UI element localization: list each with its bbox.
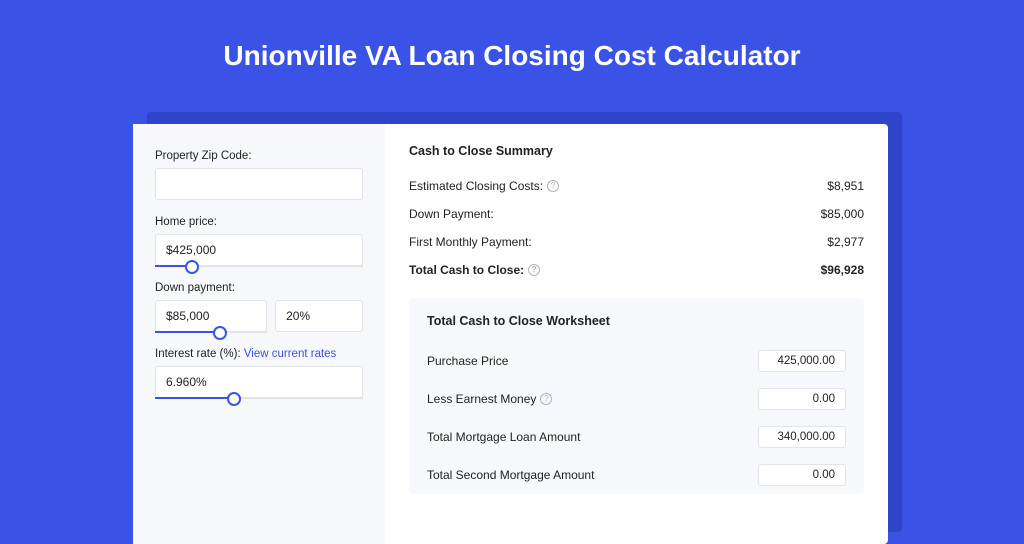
down-payment-slider[interactable]: $85,000 [155, 300, 267, 332]
summary-value: $2,977 [827, 235, 864, 249]
help-icon[interactable]: ? [540, 393, 552, 405]
worksheet-label: Purchase Price [427, 354, 508, 368]
worksheet-title: Total Cash to Close Worksheet [427, 314, 846, 328]
worksheet-value[interactable]: 425,000.00 [758, 350, 846, 372]
summary-row-down-payment: Down Payment: $85,000 [409, 200, 864, 228]
summary-value: $8,951 [827, 179, 864, 193]
slider-thumb[interactable] [213, 326, 227, 340]
worksheet-value[interactable]: 340,000.00 [758, 426, 846, 448]
help-icon[interactable]: ? [528, 264, 540, 276]
worksheet-row-mortgage: Total Mortgage Loan Amount 340,000.00 [427, 418, 846, 456]
zip-group: Property Zip Code: [155, 150, 363, 200]
worksheet-card: Total Cash to Close Worksheet Purchase P… [409, 298, 864, 494]
home-price-label: Home price: [155, 216, 363, 228]
worksheet-label: Total Second Mortgage Amount [427, 468, 594, 482]
worksheet-row-second-mortgage: Total Second Mortgage Amount 0.00 [427, 456, 846, 494]
summary-row-first-payment: First Monthly Payment: $2,977 [409, 228, 864, 256]
down-payment-group: Down payment: $85,000 20% [155, 282, 363, 332]
interest-rate-group: Interest rate (%): View current rates 6.… [155, 348, 363, 398]
zip-input[interactable] [155, 168, 363, 200]
slider-fill [155, 331, 220, 333]
home-price-group: Home price: $425,000 [155, 216, 363, 266]
down-payment-pct-input[interactable]: 20% [275, 300, 363, 332]
home-price-slider[interactable]: $425,000 [155, 234, 363, 266]
worksheet-label: Total Mortgage Loan Amount [427, 430, 580, 444]
view-rates-link[interactable]: View current rates [244, 348, 336, 360]
summary-value: $85,000 [821, 207, 864, 221]
summary-label: Estimated Closing Costs: [409, 179, 543, 193]
page-title: Unionville VA Loan Closing Cost Calculat… [0, 0, 1024, 100]
worksheet-row-earnest: Less Earnest Money ? 0.00 [427, 380, 846, 418]
interest-rate-slider[interactable]: 6.960% [155, 366, 363, 398]
summary-row-closing-costs: Estimated Closing Costs: ? $8,951 [409, 172, 864, 200]
slider-thumb[interactable] [227, 392, 241, 406]
help-icon[interactable]: ? [547, 180, 559, 192]
interest-rate-label-text: Interest rate (%): [155, 348, 244, 360]
worksheet-label: Less Earnest Money [427, 392, 536, 406]
results-panel: Cash to Close Summary Estimated Closing … [385, 124, 888, 544]
inputs-panel: Property Zip Code: Home price: $425,000 … [133, 124, 385, 544]
slider-thumb[interactable] [185, 260, 199, 274]
summary-total-label: Total Cash to Close: [409, 263, 524, 277]
interest-rate-label: Interest rate (%): View current rates [155, 348, 363, 360]
down-payment-label: Down payment: [155, 282, 363, 294]
summary-total-value: $96,928 [821, 263, 864, 277]
zip-label: Property Zip Code: [155, 150, 363, 162]
calculator-card: Property Zip Code: Home price: $425,000 … [133, 124, 888, 544]
down-payment-input[interactable]: $85,000 [155, 300, 267, 332]
summary-label: Down Payment: [409, 207, 494, 221]
summary-row-total: Total Cash to Close: ? $96,928 [409, 256, 864, 284]
summary-label: First Monthly Payment: [409, 235, 532, 249]
worksheet-row-purchase: Purchase Price 425,000.00 [427, 342, 846, 380]
worksheet-value[interactable]: 0.00 [758, 464, 846, 486]
interest-rate-input[interactable]: 6.960% [155, 366, 363, 398]
summary-title: Cash to Close Summary [409, 144, 864, 158]
home-price-input[interactable]: $425,000 [155, 234, 363, 266]
worksheet-value[interactable]: 0.00 [758, 388, 846, 410]
slider-fill [155, 397, 234, 399]
